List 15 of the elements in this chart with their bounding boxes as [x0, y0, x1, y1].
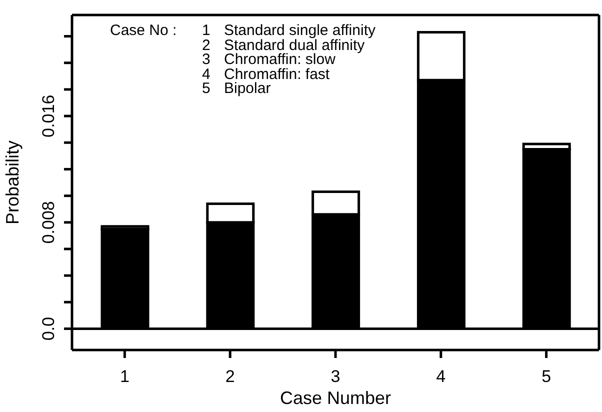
x-tick-label: 5 — [542, 367, 552, 386]
annotation: 1 Standard single affinity — [202, 22, 376, 39]
annotation: Case No : — [110, 22, 177, 39]
y-tick-label: 0.0 — [39, 316, 58, 341]
x-tick-label: 2 — [225, 367, 235, 386]
x-tick-label: 3 — [330, 367, 340, 386]
x-tick-label: 4 — [436, 367, 446, 386]
y-tick-label: 0.016 — [39, 94, 58, 138]
annotation: 3 Chromaffin: slow — [202, 51, 336, 68]
x-tick-label: 1 — [120, 367, 130, 386]
y-axis-title: Probability — [2, 140, 22, 225]
annotation: 4 Chromaffin: fast — [202, 66, 330, 82]
y-tick-label: 0.008 — [39, 201, 58, 244]
annotation: 5 Bipolar — [202, 80, 271, 97]
x-axis-title: Case Number — [280, 388, 392, 408]
